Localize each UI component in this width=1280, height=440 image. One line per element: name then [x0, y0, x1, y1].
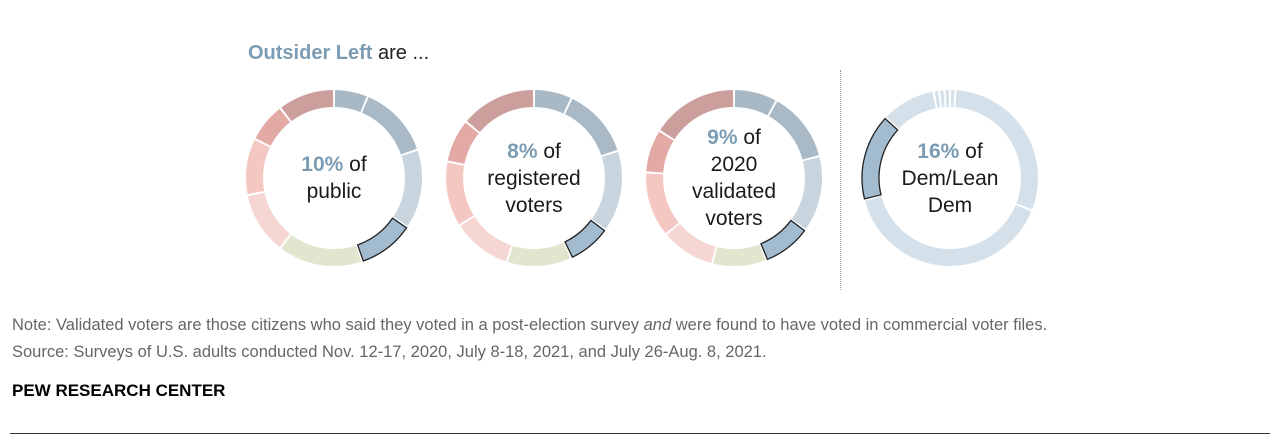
donut-label-line-1: 10% of [301, 153, 367, 176]
donut-segment-9 [466, 90, 534, 133]
donut-segment-3 [791, 157, 823, 229]
donut-label-line-2: 2020 [710, 153, 758, 176]
brand-credit: PEW RESEARCH CENTER [12, 381, 226, 400]
donut-segment-6 [666, 223, 716, 263]
donut-segment-6 [934, 90, 941, 109]
donut-segment-8 [255, 108, 291, 146]
donut-segment-1 [734, 90, 776, 116]
highlighted-segment [760, 219, 806, 261]
donut-segment-3 [865, 196, 1032, 266]
donut-dem-lean-dem-svg [861, 90, 1038, 266]
chart-headline: Outsider Left are ... [248, 42, 429, 65]
headline-highlight: Outsider Left [248, 42, 373, 64]
note-line: Note: Validated voters are those citizen… [12, 316, 1047, 335]
donut-label-line-1: 16% of [917, 139, 983, 163]
donut-label-line-2: registered [487, 166, 581, 190]
donut-segment-1 [950, 90, 955, 108]
donut-validated-voters: 9% of 2020 validated voters [644, 88, 824, 268]
donut-segment-6 [460, 216, 512, 262]
donut-segment-1 [334, 90, 367, 113]
donut-validated-voters-label: 9% of 2020 validated voters [674, 88, 794, 268]
section-divider [840, 70, 841, 290]
donut-registered-voters-label: 8% of registered voters [474, 88, 594, 268]
donut-highlight-value: 9% [707, 126, 738, 149]
bottom-rule [10, 433, 1270, 434]
headline-rest: are ... [372, 42, 430, 64]
donut-registered-voters-svg [445, 90, 623, 267]
donut-segment-2 [768, 101, 819, 160]
donut-registered-voters: 8% of registered voters [444, 88, 624, 268]
donut-segment-5 [886, 91, 936, 129]
donut-segment-2 [565, 98, 618, 156]
donut-segment-6 [247, 192, 291, 248]
donut-segment-9 [281, 90, 334, 122]
highlighted-segment [861, 117, 899, 200]
donut-segment-1 [534, 90, 571, 114]
donut-segment-3 [591, 151, 623, 229]
donut-label-line-1: 8% of [507, 139, 561, 163]
donut-segment-5 [713, 244, 766, 267]
donut-dem-lean-dem: 16% of Dem/Lean Dem [860, 88, 1040, 268]
donut-segment-2 [361, 97, 417, 155]
note-text-start: Note: Validated voters are those citizen… [12, 316, 644, 334]
highlighted-segment [356, 217, 408, 262]
donut-highlight-value: 16% [917, 139, 960, 163]
donut-label-line-3: voters [505, 193, 563, 217]
donut-label-line-3: validated [691, 180, 777, 203]
donut-segment-8 [646, 131, 674, 173]
donut-segment-5 [281, 234, 362, 266]
donut-label-line-3: Dem [927, 193, 973, 217]
donut-public-svg [246, 90, 423, 266]
donut-public-label: 10% of public [274, 88, 394, 268]
donut-segment-7 [940, 90, 945, 108]
donut-segment-7 [246, 140, 270, 195]
donut-label-line-2: public [306, 180, 362, 203]
donut-segment-7 [645, 173, 679, 234]
donut-public: 10% of public [244, 88, 424, 268]
donut-segment-7 [445, 162, 474, 225]
source-line: Source: Surveys of U.S. adults conducted… [12, 343, 767, 361]
donut-segment-9 [660, 90, 734, 140]
donut-validated-voters-svg [645, 90, 823, 267]
donut-segment-8 [447, 122, 479, 164]
donut-highlight-value: 8% [507, 139, 538, 163]
note-text-end: were found to have voted in commercial v… [671, 316, 1048, 334]
donut-label-line-1: 9% of [707, 126, 761, 149]
donut-segment-3 [393, 150, 423, 226]
donut-segment-5 [507, 242, 571, 267]
donut-label-line-4: voters [705, 207, 763, 230]
highlighted-segment [564, 219, 606, 259]
donut-dem-lean-dem-label: 16% of Dem/Lean Dem [890, 88, 1010, 268]
donut-segment-8 [945, 90, 950, 108]
note-text-emphasis: and [643, 316, 672, 334]
donut-highlight-value: 10% [301, 153, 344, 176]
donut-segment-2 [955, 90, 1038, 210]
donut-label-line-2: Dem/Lean [901, 166, 999, 190]
